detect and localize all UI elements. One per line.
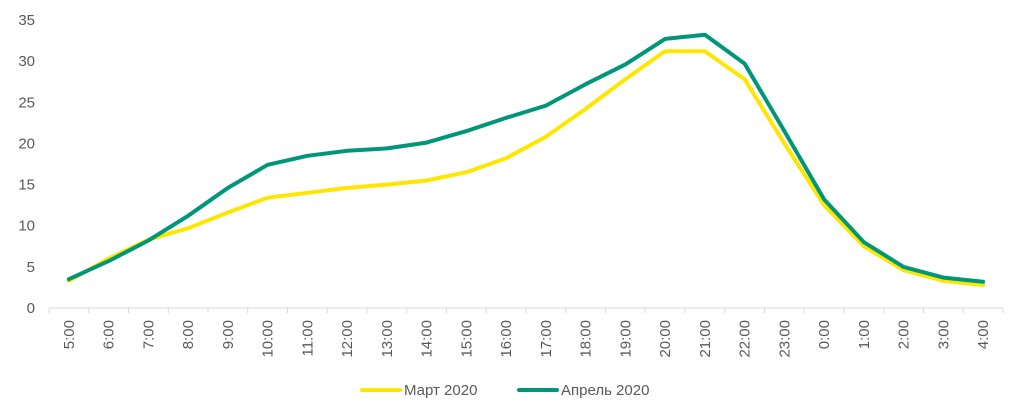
x-tick-label: 7:00 [140, 320, 157, 349]
y-axis-ticks: 0 5 10 15 20 25 30 35 [18, 12, 35, 317]
legend-label-april: Апрель 2020 [561, 382, 649, 399]
y-tick-label: 15 [18, 177, 35, 194]
x-tick-label: 11:00 [299, 320, 316, 356]
plot-area [66, 32, 986, 287]
legend-label-march: Март 2020 [404, 382, 477, 399]
series-line-april [66, 32, 986, 284]
x-tick-label: 13:00 [379, 320, 396, 358]
y-tick-label: 35 [18, 12, 35, 29]
y-tick-label: 5 [27, 259, 35, 276]
x-tick-label: 9:00 [220, 320, 237, 349]
y-tick-label: 20 [18, 135, 35, 152]
x-tick-label: 23:00 [776, 320, 793, 358]
x-tick-label: 2:00 [896, 320, 913, 349]
x-tick-label: 5:00 [61, 320, 78, 349]
x-tick-label: 1:00 [856, 320, 873, 349]
legend: Март 2020 Апрель 2020 [360, 382, 649, 399]
x-tick-label: 12:00 [339, 320, 356, 358]
y-tick-label: 10 [18, 218, 35, 235]
x-tick-label: 8:00 [180, 320, 197, 349]
x-tick-label: 6:00 [101, 320, 118, 349]
y-tick-label: 25 [18, 94, 35, 111]
y-tick-label: 0 [27, 300, 35, 317]
x-tick-label: 22:00 [737, 320, 754, 358]
x-tick-label: 14:00 [419, 320, 436, 358]
x-tick-label: 15:00 [458, 320, 475, 358]
x-tick-label: 4:00 [975, 320, 992, 349]
x-tick-label: 19:00 [617, 320, 634, 358]
x-axis-ticks: 5:00 6:00 7:00 8:00 9:00 10:00 11:00 12:00 13:00… [48, 308, 1004, 358]
x-tick-label: 0:00 [816, 320, 833, 349]
x-tick-label: 21:00 [697, 320, 714, 358]
x-tick-label: 17:00 [538, 320, 555, 358]
x-tick-label: 10:00 [260, 320, 277, 358]
x-tick-label: 18:00 [578, 320, 595, 358]
y-tick-label: 30 [18, 53, 35, 70]
series-line-march [66, 49, 986, 287]
x-tick-label: 3:00 [935, 320, 952, 349]
x-tick-label: 16:00 [498, 320, 515, 358]
x-tick-label: 20:00 [657, 320, 674, 358]
